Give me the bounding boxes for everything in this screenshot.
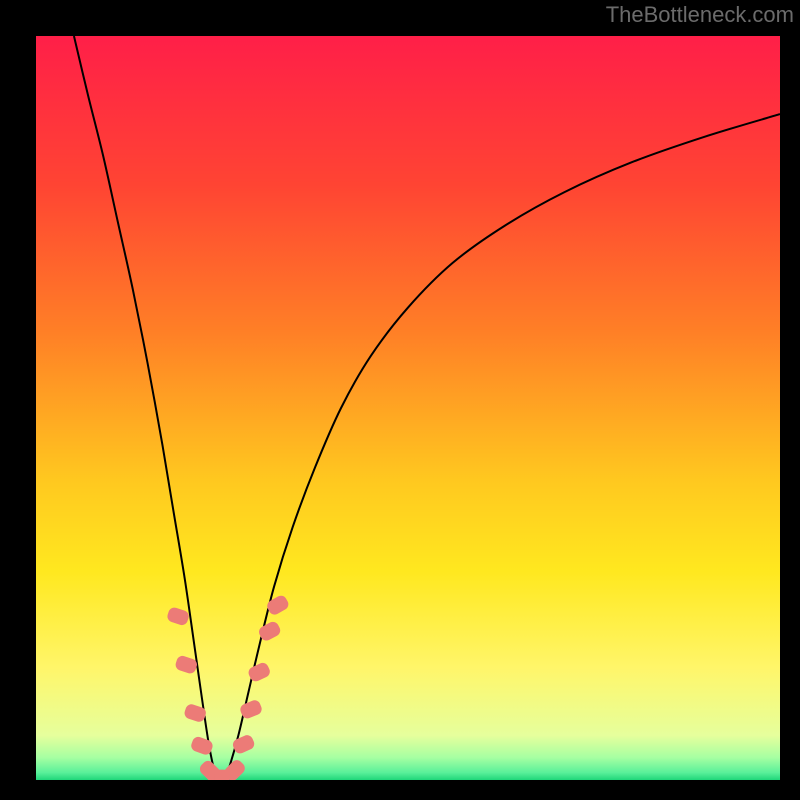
watermark-label: TheBottleneck.com: [606, 2, 794, 28]
bottleneck-curve-right: [224, 114, 780, 780]
chart-frame: TheBottleneck.com: [0, 0, 800, 800]
curve-marker: [265, 594, 290, 617]
curve-marker: [174, 654, 198, 675]
chart-svg: [0, 0, 800, 800]
curve-marker: [166, 606, 190, 627]
bottleneck-curve-left: [74, 36, 220, 780]
